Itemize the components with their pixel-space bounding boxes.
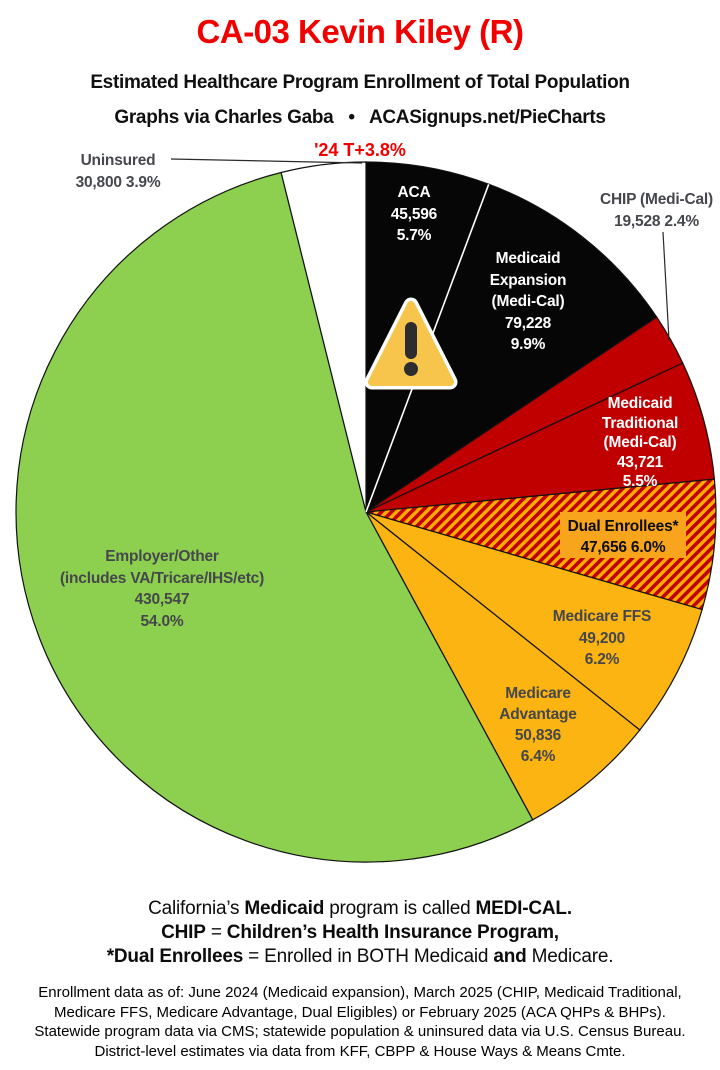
footnote-text: Medicaid [244, 898, 325, 919]
slice-label-line: 5.7% [396, 227, 432, 244]
slice-label-line: Medicare FFS [552, 608, 652, 625]
slice-label-medicaid-expansion: Medicaid Expansion (Medi-Cal) 79,228 9.9… [458, 248, 598, 356]
footnote-text: = [205, 922, 227, 943]
slice-label-line: 30,800 3.9% [75, 174, 161, 191]
trend-badge: '24 T+3.8% [314, 140, 406, 160]
slice-label-dual-enrollees: Dual Enrollees* 47,656 6.0% [560, 512, 686, 558]
fine-print-line: District-level estimates via data from K… [94, 1042, 626, 1060]
source-fine-print: Enrollment data as of: June 2024 (Medica… [0, 983, 720, 1061]
footnote-text: program is called [324, 898, 476, 919]
slice-label-line: Expansion [489, 271, 567, 289]
slice-label-line: Medicaid [607, 395, 673, 412]
pie-slice-6 [365, 511, 641, 821]
footnote-line-medicaid: California’s Medicaid program is called … [0, 897, 720, 921]
slice-label-line: 47,656 6.0% [580, 539, 666, 556]
slice-label-line: 43,721 [616, 453, 664, 471]
pie-slices [15, 161, 717, 863]
slice-label-line: Traditional [601, 414, 679, 432]
footnote-text: Medicare. [526, 946, 614, 967]
slice-label-line: (Medi-Cal) [603, 434, 677, 451]
warning-icon [364, 297, 458, 390]
slice-label-line: (Medi-Cal) [491, 293, 565, 310]
footnote-text: and [493, 946, 527, 967]
slice-label-line: Medicare [505, 685, 571, 702]
slice-label-line: Advantage [499, 706, 577, 723]
slice-label-line: 54.0% [140, 612, 184, 630]
fine-print-line: Medicare FFS, Medicare Advantage, Dual E… [54, 1003, 666, 1021]
chip-leader-line [662, 231, 670, 341]
footnote-line-dual: *Dual Enrollees = Enrolled in BOTH Medic… [0, 945, 720, 969]
slice-label-line: 45,596 [390, 205, 438, 223]
footnote-text: California’s [148, 898, 245, 919]
footnotes: California’s Medicaid program is called … [0, 897, 720, 969]
slice-label-chip: CHIP (Medi-Cal) 19,528 2.4% [584, 189, 720, 233]
chart-subtitle: Estimated Healthcare Program Enrollment … [90, 72, 630, 93]
slice-label-line: (includes VA/Tricare/IHS/etc) [59, 569, 265, 587]
footnote-text: CHIP [161, 922, 206, 943]
slice-label-line: 19,528 2.4% [614, 213, 699, 230]
pie-slice-1 [364, 183, 658, 514]
slice-label-employer-other: Employer/Other (includes VA/Tricare/IHS/… [38, 546, 286, 632]
slice-label-line: ACA [397, 184, 431, 201]
pie-slice-5 [365, 511, 703, 731]
slice-label-line: Medicaid [495, 250, 561, 267]
slice-label-medicare-advantage: Medicare Advantage 50,836 6.4% [468, 683, 608, 767]
footnote-text: MEDI-CAL. [475, 898, 573, 919]
pie-slice-4 [365, 478, 717, 611]
slice-label-line: 49,200 [578, 629, 626, 647]
slice-label-line: Uninsured [80, 152, 156, 169]
slice-label-medicare-ffs: Medicare FFS 49,200 6.2% [532, 606, 672, 671]
slice-label-line: 50,836 [514, 727, 562, 744]
slice-label-line: 79,228 [504, 314, 552, 332]
page-title: CA-03 Kevin Kiley (R) [196, 13, 524, 50]
fine-print-line: Statewide program data via CMS; statewid… [34, 1023, 686, 1040]
slice-label-line: Employer/Other [105, 548, 219, 565]
slice-label-line: 5.5% [622, 473, 658, 490]
footnote-text: = Enrolled in BOTH Medicaid [243, 946, 494, 967]
slice-label-uninsured: Uninsured 30,800 3.9% [48, 150, 188, 194]
slice-label-aca: ACA 45,596 5.7% [354, 182, 474, 247]
slice-label-medicaid-traditional: Medicaid Traditional (Medi-Cal) 43,721 5… [572, 394, 708, 492]
slice-label-line: 9.9% [510, 336, 546, 353]
pie-slice-8 [280, 161, 367, 513]
fine-print-line: Enrollment data as of: June 2024 (Medica… [38, 984, 682, 1001]
footnote-line-chip: CHIP = Children’s Health Insurance Progr… [0, 921, 720, 945]
slice-label-line: 430,547 [134, 591, 190, 608]
slice-label-line: CHIP (Medi-Cal) [600, 191, 713, 208]
slice-label-line: 6.4% [520, 748, 556, 765]
attribution-byline: Graphs via Charles Gaba • ACASignups.net… [114, 107, 606, 128]
footnote-text: *Dual Enrollees [106, 946, 244, 967]
pie-slice-7 [15, 171, 534, 863]
slice-label-line: 6.2% [584, 651, 620, 668]
uninsured-leader-line [170, 158, 363, 164]
footnote-text: Children’s Health Insurance Program, [226, 922, 559, 943]
slice-label-line: Dual Enrollees* [567, 518, 679, 535]
